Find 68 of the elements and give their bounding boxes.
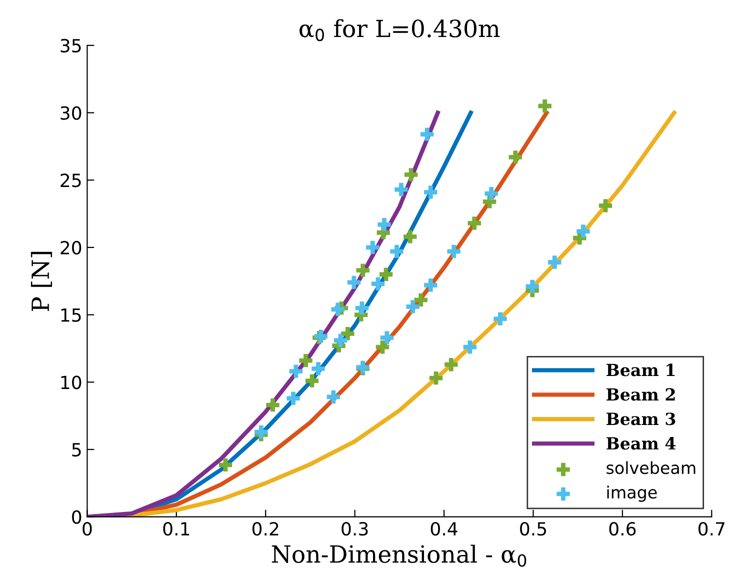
point [484, 186, 498, 200]
point [390, 244, 404, 258]
legend-label: Beam 2 [606, 388, 675, 401]
point [394, 182, 408, 196]
point [218, 458, 232, 472]
x-tick-label: 0.6 [609, 522, 636, 536]
point [312, 362, 325, 376]
point [538, 99, 552, 113]
point [576, 224, 590, 238]
point [494, 312, 507, 326]
y-tick-label: 10 [61, 376, 82, 390]
x-tick-label: 0.1 [163, 522, 190, 536]
x-axis-title: Non-Dimensional - α$_{0}$ [272, 544, 526, 567]
point [331, 302, 344, 316]
point [424, 186, 438, 199]
point [429, 371, 443, 385]
legend-label: Beam 4 [606, 437, 676, 450]
x-tick-label: 0 [82, 522, 92, 536]
point [424, 278, 438, 292]
legend-label: solvebeam [606, 461, 696, 474]
point [341, 327, 354, 340]
y-tick-label: 15 [61, 308, 81, 322]
legend-label: Beam 1 [606, 364, 675, 376]
point [414, 293, 428, 307]
point [508, 150, 522, 164]
point [376, 340, 390, 354]
point [444, 358, 458, 372]
point [334, 334, 348, 347]
point [468, 216, 481, 230]
point [378, 218, 391, 232]
point [447, 244, 460, 258]
point [420, 128, 434, 141]
legend-label: image [607, 486, 657, 502]
point [356, 264, 370, 277]
point [355, 301, 369, 315]
chart-title: α$_{0}$ for L=0.430m [300, 19, 500, 42]
x-tick-label: 0.5 [520, 522, 546, 536]
point [380, 331, 394, 344]
point [366, 240, 380, 254]
point [254, 425, 268, 439]
y-tick-label: 25 [60, 174, 81, 188]
point [598, 199, 612, 212]
x-tick-label: 0.2 [252, 522, 278, 536]
y-axis-title: P [N] [30, 252, 52, 312]
x-tick-label: 0.3 [342, 522, 368, 536]
point [286, 392, 300, 405]
point [548, 256, 562, 269]
point [289, 364, 303, 378]
x-tick-label: 0.4 [430, 522, 458, 536]
y-tick-label: 0 [72, 510, 82, 524]
point [406, 300, 420, 314]
y-tick-label: 20 [60, 240, 82, 255]
point [347, 276, 361, 290]
y-tick-label: 30 [60, 106, 82, 120]
y-tick-label: 5 [72, 443, 81, 457]
point [305, 374, 319, 388]
legend-label: Beam 3 [606, 412, 676, 426]
point [404, 168, 418, 182]
point [326, 390, 340, 404]
x-tick-label: 0.7 [698, 522, 724, 536]
y-tick-label: 35 [60, 38, 81, 53]
point [526, 280, 539, 294]
point [463, 340, 476, 354]
point [404, 230, 417, 244]
point [379, 268, 393, 281]
point [299, 354, 312, 368]
point [266, 398, 280, 412]
point [371, 277, 385, 290]
